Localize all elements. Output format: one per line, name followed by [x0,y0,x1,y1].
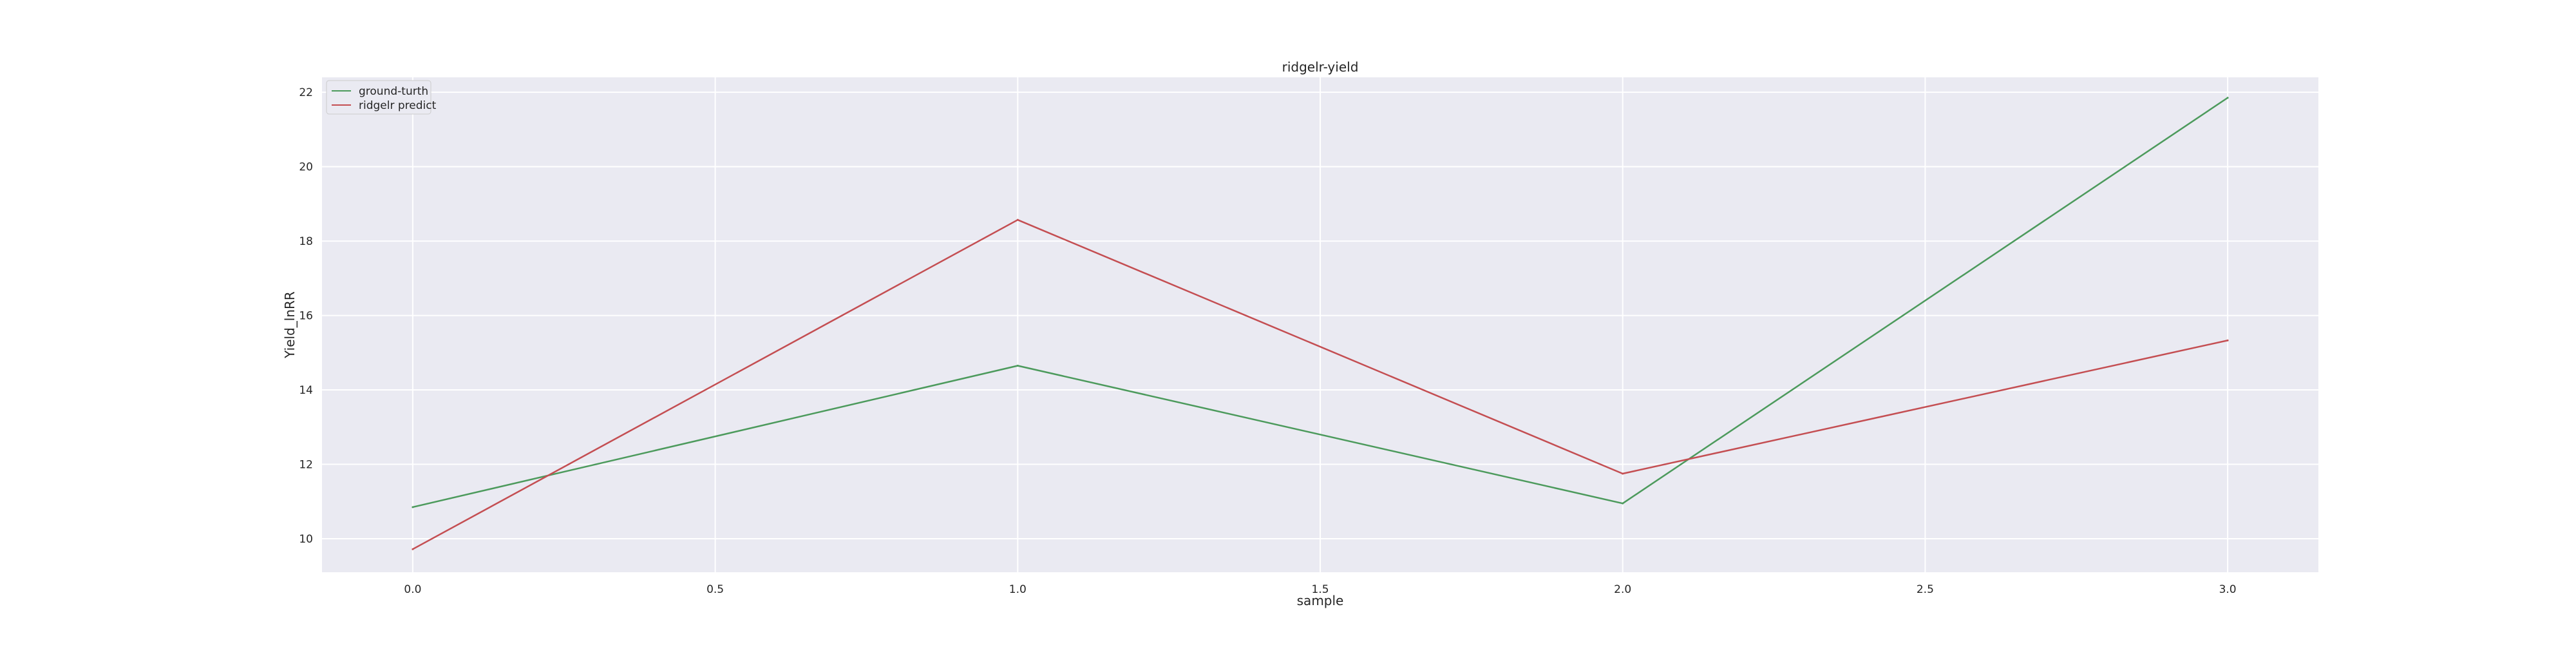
legend: ground-turth ridgelr predict [326,80,437,115]
x-tick-label: 2.0 [1614,583,1631,596]
legend-label-ground-turth: ground-turth [359,85,428,98]
series-line-ground-turth [412,97,2228,508]
data-point-ridgelr-predict [412,548,414,550]
y-ticks: 10 12 14 16 18 20 22 [299,86,313,546]
series-layer [412,97,2229,550]
data-point-ground-turth [412,506,414,508]
y-tick-label: 12 [299,459,313,472]
x-tick-label: 1.0 [1009,583,1027,596]
x-tick-label: 2.5 [1917,583,1934,596]
y-tick-label: 22 [299,86,313,99]
legend-label-ridgelr-predict: ridgelr predict [359,99,437,112]
x-tick-label: 0.5 [706,583,724,596]
data-point-ground-turth [2226,97,2229,99]
data-point-ridgelr-predict [1622,472,1624,475]
legend-box [326,80,431,115]
y-tick-label: 10 [299,533,313,546]
x-tick-label: 0.0 [404,583,421,596]
y-tick-label: 14 [299,384,313,397]
data-point-ground-turth [1622,502,1624,505]
grid [322,77,2318,572]
x-ticks: 0.0 0.5 1.0 1.5 2.0 2.5 3.0 [404,583,2236,596]
data-point-ridgelr-predict [2226,339,2229,342]
data-point-ridgelr-predict [1016,218,1019,221]
y-axis-label: Yield_lnRR [282,291,298,359]
data-point-ground-turth [1016,365,1019,367]
x-axis-label: sample [1297,593,1344,608]
x-tick-label: 1.5 [1311,583,1329,596]
y-tick-label: 18 [299,235,313,248]
x-tick-label: 3.0 [2219,583,2237,596]
y-tick-label: 20 [299,161,313,174]
chart-title: ridgelr-yield [1282,59,1359,75]
series-line-ridgelr-predict [412,218,2228,550]
y-tick-label: 16 [299,310,313,323]
